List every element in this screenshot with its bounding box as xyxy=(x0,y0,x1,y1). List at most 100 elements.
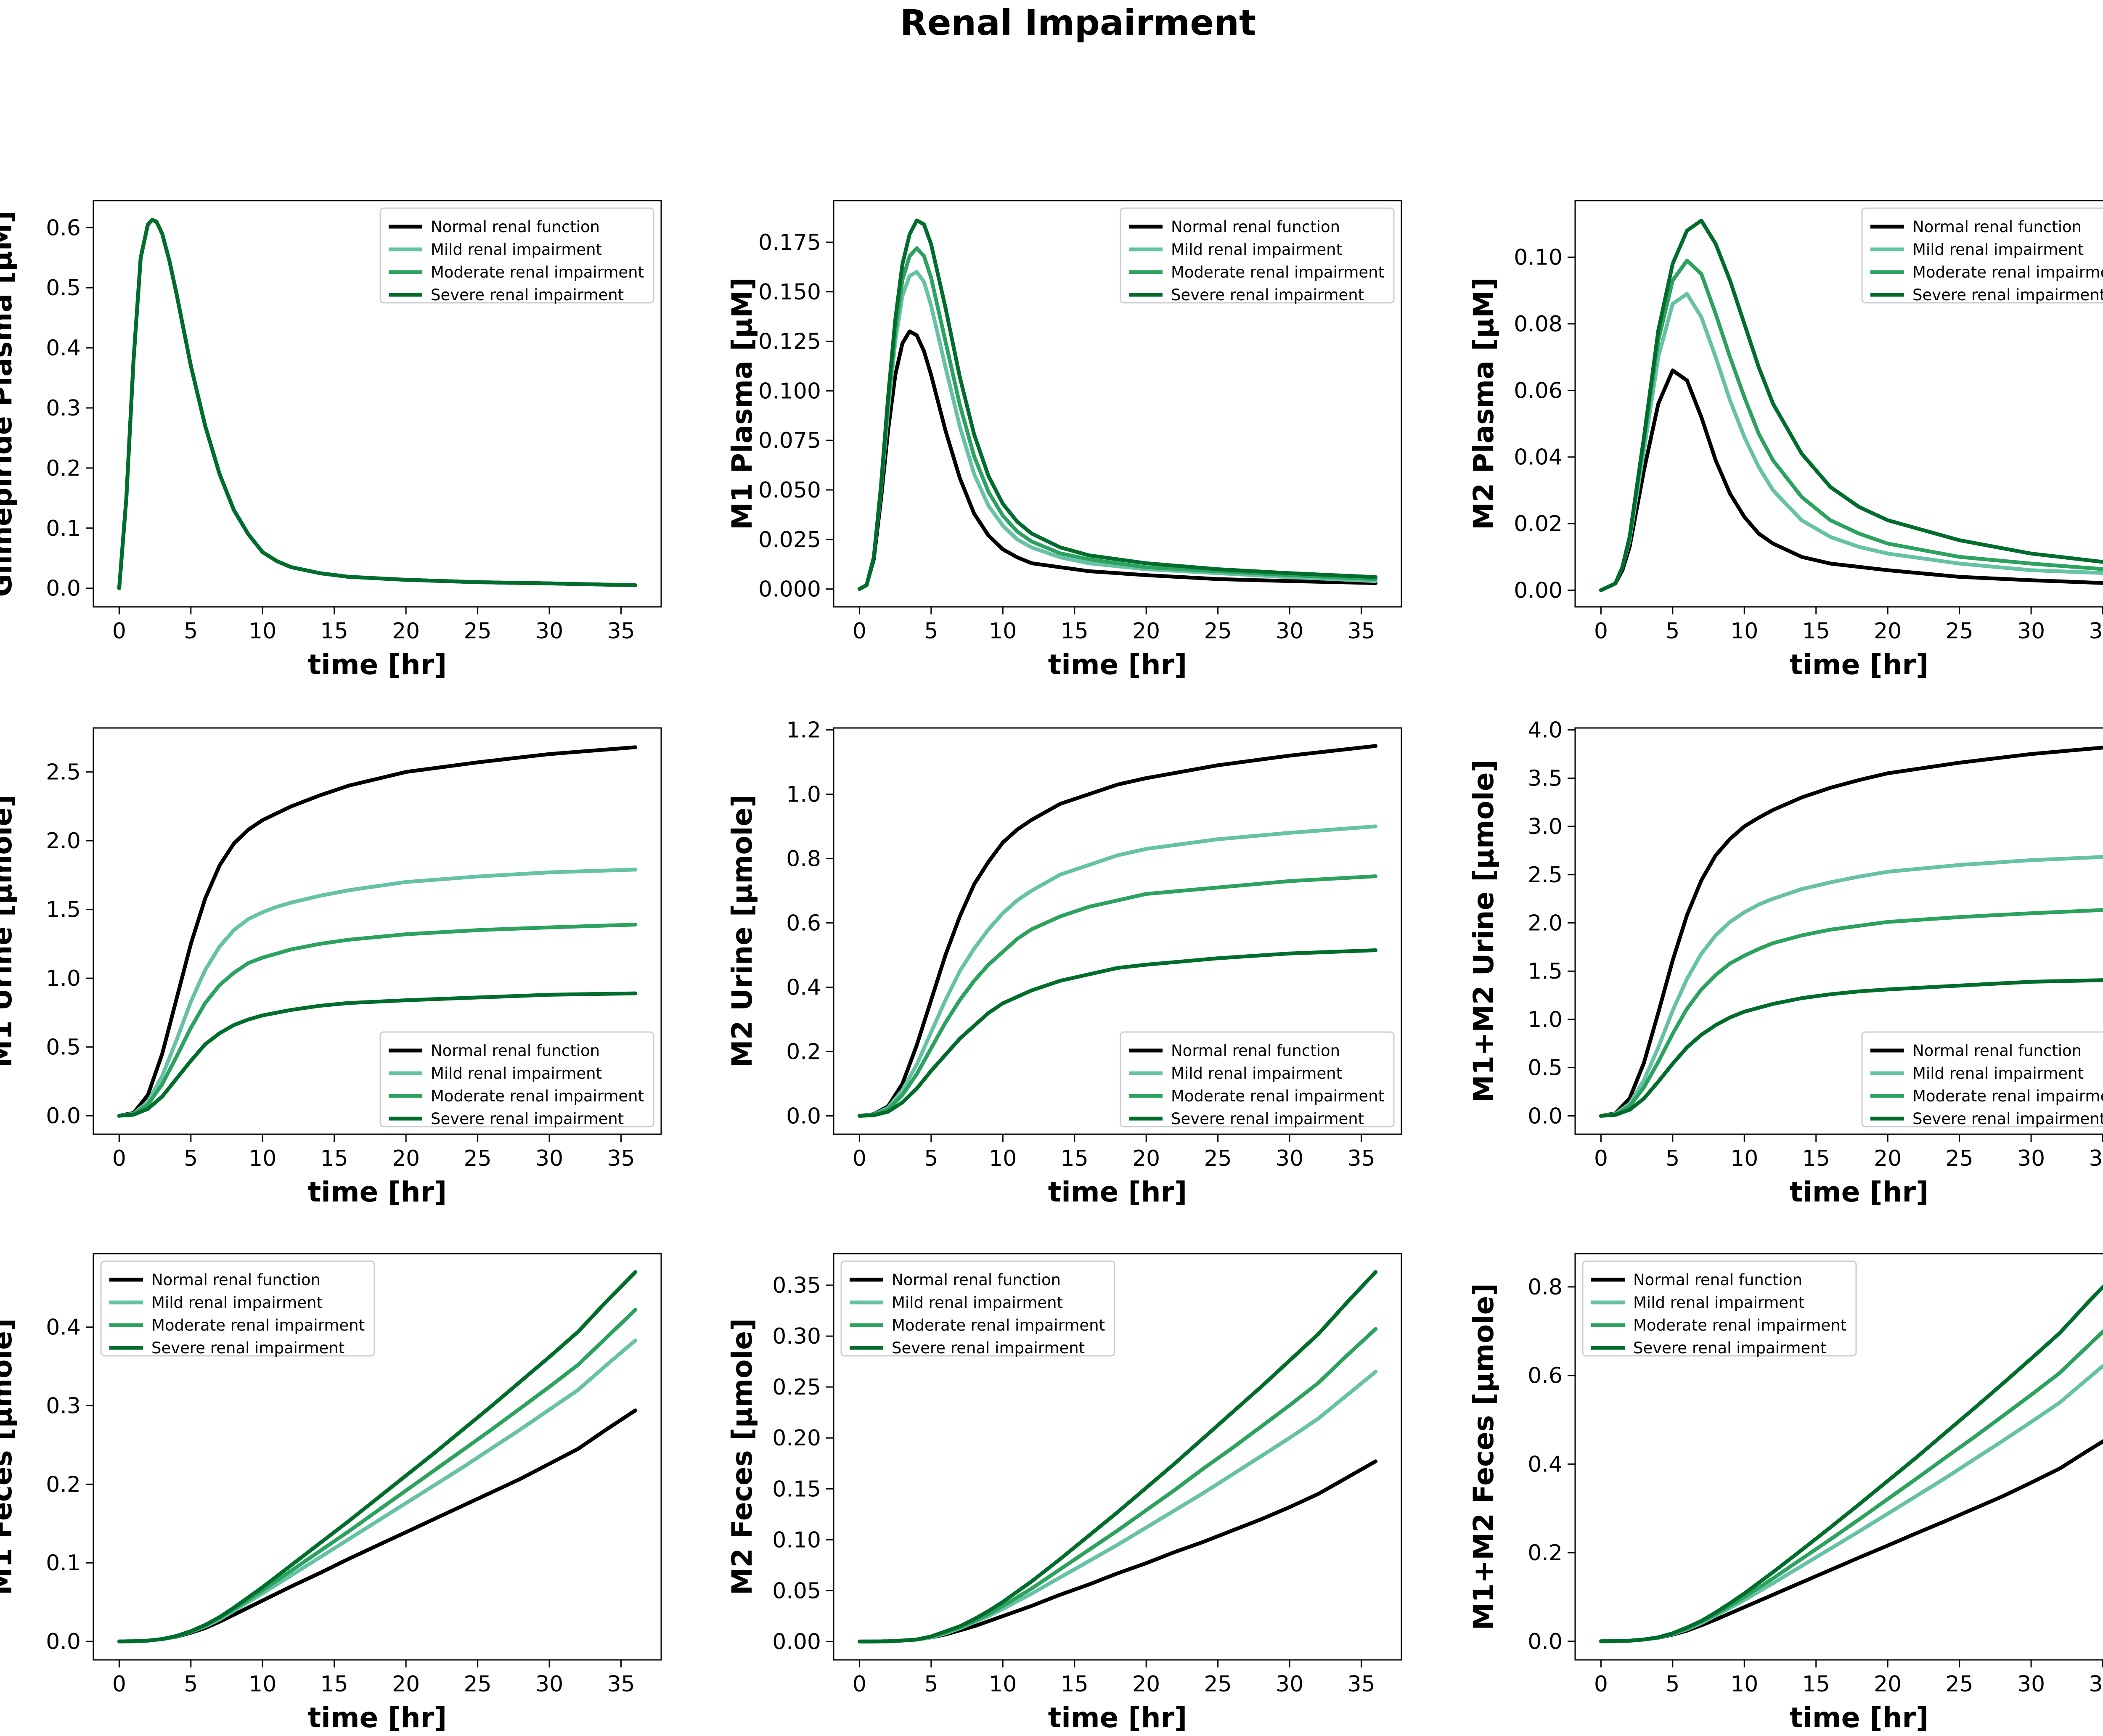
y-axis-label: M1 Plasma [µM] xyxy=(726,278,758,530)
x-tick-label: 20 xyxy=(1132,1672,1160,1697)
y-tick-label: 0.5 xyxy=(46,275,81,301)
x-tick-label: 20 xyxy=(392,1672,420,1697)
legend-label: Moderate renal impairment xyxy=(892,1316,1105,1334)
series-line-severe xyxy=(857,948,1378,1118)
subplot-3: 0 5 10 15 20 25 30 35 0.00 0.02 0.04 0.06 0.08 0.10 ti… xyxy=(1467,200,2103,681)
series-group xyxy=(857,1270,1378,1643)
y-axis-label: Glimepiride Plasma [µM] xyxy=(0,211,18,597)
x-tick-label: 25 xyxy=(1946,619,1973,644)
x-tick-label: 0 xyxy=(1594,1146,1608,1171)
y-tick-label: 0.3 xyxy=(46,396,81,421)
series-line-severe xyxy=(1599,978,2103,1118)
legend-label: Normal renal function xyxy=(1633,1271,1802,1289)
x-tick-label: 20 xyxy=(1874,1146,1902,1171)
x-tick-label: 15 xyxy=(1802,1672,1830,1697)
x-tick-label: 20 xyxy=(1132,1146,1160,1171)
legend-label: Severe renal impairment xyxy=(151,1339,344,1357)
y-tick-label: 2.5 xyxy=(1528,863,1563,888)
series-line-severe xyxy=(1599,219,2103,592)
y-tick-label: 0.0 xyxy=(46,576,81,601)
legend-label: Moderate renal impairment xyxy=(431,1087,644,1105)
x-axis-label: time [hr] xyxy=(1048,1702,1187,1734)
series-line-normal xyxy=(117,745,638,1118)
axes-frame xyxy=(833,200,1402,608)
series-line-severe xyxy=(1599,1284,2103,1643)
x-tick-label: 20 xyxy=(1874,1672,1902,1697)
legend-box xyxy=(840,1260,1115,1357)
y-tick-label: 0.10 xyxy=(1514,245,1563,270)
x-tick-label: 25 xyxy=(464,619,492,644)
x-axis-label: time [hr] xyxy=(1790,1176,1929,1208)
y-tick-label: 0.0 xyxy=(1528,1629,1563,1654)
y-tick-label: 0.10 xyxy=(772,1527,821,1553)
x-tick-label: 5 xyxy=(184,619,198,644)
x-tick-label: 0 xyxy=(112,1672,126,1697)
legend-label: Normal renal function xyxy=(151,1271,320,1289)
legend-label: Normal renal function xyxy=(892,1271,1061,1289)
x-tick-label: 10 xyxy=(989,619,1017,644)
x-tick-label: 0 xyxy=(112,1146,126,1171)
legend-label: Normal renal function xyxy=(431,1042,600,1060)
x-tick-label: 15 xyxy=(1061,619,1089,644)
legend-label: Severe renal impairment xyxy=(1171,286,1364,304)
legend-label: Moderate renal impairment xyxy=(431,263,644,281)
x-axis-label: time [hr] xyxy=(1048,1176,1187,1208)
x-tick-label: 5 xyxy=(1666,619,1679,644)
x-tick-label: 0 xyxy=(1594,619,1608,644)
series-line-moderate xyxy=(1599,908,2103,1118)
x-tick-label: 0 xyxy=(853,1146,866,1171)
y-axis-label: M2 Plasma [µM] xyxy=(1467,278,1500,530)
legend-label: Severe renal impairment xyxy=(1171,1110,1364,1128)
y-tick-label: 1.0 xyxy=(1528,1007,1563,1032)
subplot-9: 0 5 10 15 20 25 30 35 0.0 0.2 0.4 0.6 0.8 time [hr] M1… xyxy=(1467,1253,2103,1734)
x-tick-label: 15 xyxy=(320,1672,348,1697)
y-tick-label: 0.125 xyxy=(758,329,821,355)
series-group xyxy=(1599,1284,2103,1643)
x-tick-label: 10 xyxy=(1730,1672,1758,1697)
x-tick-label: 15 xyxy=(1802,1146,1830,1171)
legend-box xyxy=(1120,207,1395,304)
x-tick-label: 25 xyxy=(1204,1672,1232,1697)
x-tick-label: 30 xyxy=(1276,1146,1303,1171)
y-tick-label: 0.30 xyxy=(772,1324,821,1349)
x-tick-label: 5 xyxy=(924,1146,938,1171)
y-tick-label: 0.075 xyxy=(758,428,821,453)
x-tick-label: 30 xyxy=(1276,619,1303,644)
series-line-mild xyxy=(1599,855,2103,1118)
x-tick-label: 35 xyxy=(607,1672,635,1697)
legend-label: Moderate renal impairment xyxy=(1912,1087,2103,1105)
y-tick-label: 0.0 xyxy=(46,1629,81,1654)
x-tick-label: 30 xyxy=(2017,619,2045,644)
x-axis-label: time [hr] xyxy=(1048,648,1187,681)
y-tick-label: 0.100 xyxy=(758,378,821,404)
y-tick-label: 0.04 xyxy=(1514,445,1563,470)
x-tick-label: 10 xyxy=(249,619,276,644)
y-tick-label: 0.5 xyxy=(46,1035,81,1060)
y-tick-label: 0.2 xyxy=(786,1039,821,1064)
x-tick-label: 5 xyxy=(184,1146,198,1171)
x-tick-label: 35 xyxy=(2089,1146,2103,1171)
legend-box xyxy=(1861,1031,2103,1127)
x-tick-label: 5 xyxy=(184,1672,198,1697)
axes-frame xyxy=(93,1253,662,1661)
axes-frame xyxy=(1574,200,2103,608)
legend: Normal renal function Mild renal impairme… xyxy=(840,1260,1115,1357)
legend: Normal renal function Mild renal impairme… xyxy=(379,1031,654,1128)
legend-label: Severe renal impairment xyxy=(431,1110,624,1128)
x-tick-label: 35 xyxy=(2089,1672,2103,1697)
x-tick-label: 25 xyxy=(464,1146,492,1171)
legend-label: Mild renal impairment xyxy=(431,241,602,259)
y-tick-label: 0.6 xyxy=(786,910,821,936)
x-tick-label: 0 xyxy=(1594,1672,1608,1697)
legend-label: Mild renal impairment xyxy=(1171,241,1342,259)
legend-label: Normal renal function xyxy=(431,218,600,236)
series-group xyxy=(1599,746,2103,1118)
legend: Normal renal function Mild renal impairme… xyxy=(1582,1260,1857,1357)
x-tick-label: 20 xyxy=(392,619,420,644)
x-tick-label: 15 xyxy=(320,619,348,644)
subplot-5: 0 5 10 15 20 25 30 35 0.0 0.2 0.4 0.6 0.8 1.0 1.2 time … xyxy=(726,718,1402,1208)
y-tick-label: 1.5 xyxy=(46,897,81,923)
axes-frame xyxy=(1574,1253,2103,1661)
legend-box xyxy=(379,1031,654,1127)
